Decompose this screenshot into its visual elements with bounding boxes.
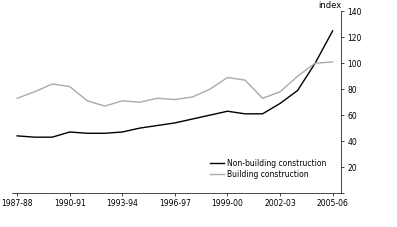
Building construction bbox=[67, 85, 72, 88]
Building construction bbox=[120, 99, 125, 102]
Non-building construction bbox=[173, 121, 177, 124]
Non-building construction bbox=[102, 132, 107, 135]
Building construction bbox=[102, 105, 107, 107]
Non-building construction bbox=[67, 131, 72, 133]
Non-building construction bbox=[120, 131, 125, 133]
Line: Non-building construction: Non-building construction bbox=[17, 31, 333, 137]
Non-building construction bbox=[50, 136, 55, 138]
Building construction bbox=[208, 88, 212, 91]
Building construction bbox=[85, 99, 90, 102]
Non-building construction bbox=[137, 127, 142, 129]
Building construction bbox=[295, 75, 300, 78]
Building construction bbox=[190, 96, 195, 98]
Non-building construction bbox=[330, 30, 335, 32]
Non-building construction bbox=[243, 112, 247, 115]
Building construction bbox=[137, 101, 142, 104]
Non-building construction bbox=[15, 135, 19, 137]
Building construction bbox=[32, 90, 37, 93]
Non-building construction bbox=[278, 102, 282, 105]
Building construction bbox=[260, 97, 265, 100]
Non-building construction bbox=[155, 124, 160, 127]
Building construction bbox=[225, 76, 230, 79]
Building construction bbox=[313, 62, 318, 65]
Text: index: index bbox=[318, 0, 341, 10]
Non-building construction bbox=[225, 110, 230, 113]
Non-building construction bbox=[260, 112, 265, 115]
Building construction bbox=[330, 61, 335, 63]
Non-building construction bbox=[85, 132, 90, 135]
Legend: Non-building construction, Building construction: Non-building construction, Building cons… bbox=[208, 157, 328, 180]
Non-building construction bbox=[313, 62, 318, 65]
Non-building construction bbox=[208, 114, 212, 116]
Building construction bbox=[15, 97, 19, 100]
Building construction bbox=[155, 97, 160, 100]
Building construction bbox=[173, 98, 177, 101]
Line: Building construction: Building construction bbox=[17, 62, 333, 106]
Non-building construction bbox=[32, 136, 37, 138]
Building construction bbox=[278, 90, 282, 93]
Building construction bbox=[50, 83, 55, 85]
Non-building construction bbox=[190, 118, 195, 120]
Non-building construction bbox=[295, 89, 300, 92]
Building construction bbox=[243, 79, 247, 81]
